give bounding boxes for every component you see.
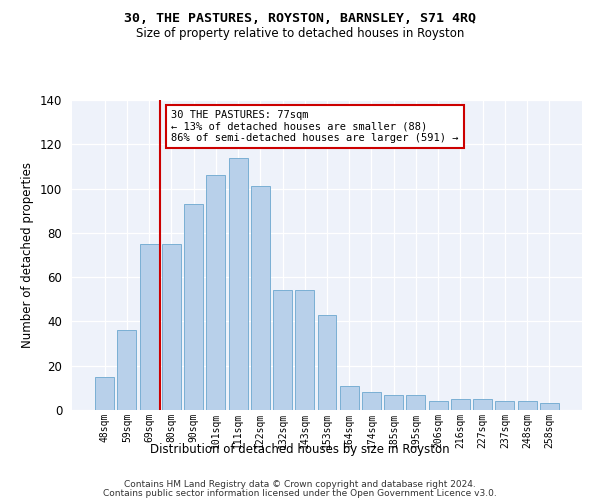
Bar bbox=[251, 186, 270, 410]
Text: Contains public sector information licensed under the Open Government Licence v3: Contains public sector information licen… bbox=[103, 489, 497, 498]
Bar bbox=[229, 158, 248, 410]
Bar bbox=[340, 386, 359, 410]
Bar bbox=[162, 244, 181, 410]
Bar bbox=[473, 399, 492, 410]
Bar bbox=[518, 401, 536, 410]
Text: 30, THE PASTURES, ROYSTON, BARNSLEY, S71 4RQ: 30, THE PASTURES, ROYSTON, BARNSLEY, S71… bbox=[124, 12, 476, 26]
Text: Size of property relative to detached houses in Royston: Size of property relative to detached ho… bbox=[136, 28, 464, 40]
Bar bbox=[140, 244, 158, 410]
Bar bbox=[362, 392, 381, 410]
Bar bbox=[184, 204, 203, 410]
Bar bbox=[384, 394, 403, 410]
Bar bbox=[451, 399, 470, 410]
Text: Contains HM Land Registry data © Crown copyright and database right 2024.: Contains HM Land Registry data © Crown c… bbox=[124, 480, 476, 489]
Bar bbox=[118, 330, 136, 410]
Bar bbox=[295, 290, 314, 410]
Text: Distribution of detached houses by size in Royston: Distribution of detached houses by size … bbox=[150, 442, 450, 456]
Bar bbox=[496, 401, 514, 410]
Text: 30 THE PASTURES: 77sqm
← 13% of detached houses are smaller (88)
86% of semi-det: 30 THE PASTURES: 77sqm ← 13% of detached… bbox=[172, 110, 459, 143]
Bar bbox=[540, 404, 559, 410]
Y-axis label: Number of detached properties: Number of detached properties bbox=[22, 162, 34, 348]
Bar bbox=[406, 394, 425, 410]
Bar bbox=[429, 401, 448, 410]
Bar bbox=[317, 315, 337, 410]
Bar bbox=[273, 290, 292, 410]
Bar bbox=[206, 176, 225, 410]
Bar bbox=[95, 377, 114, 410]
